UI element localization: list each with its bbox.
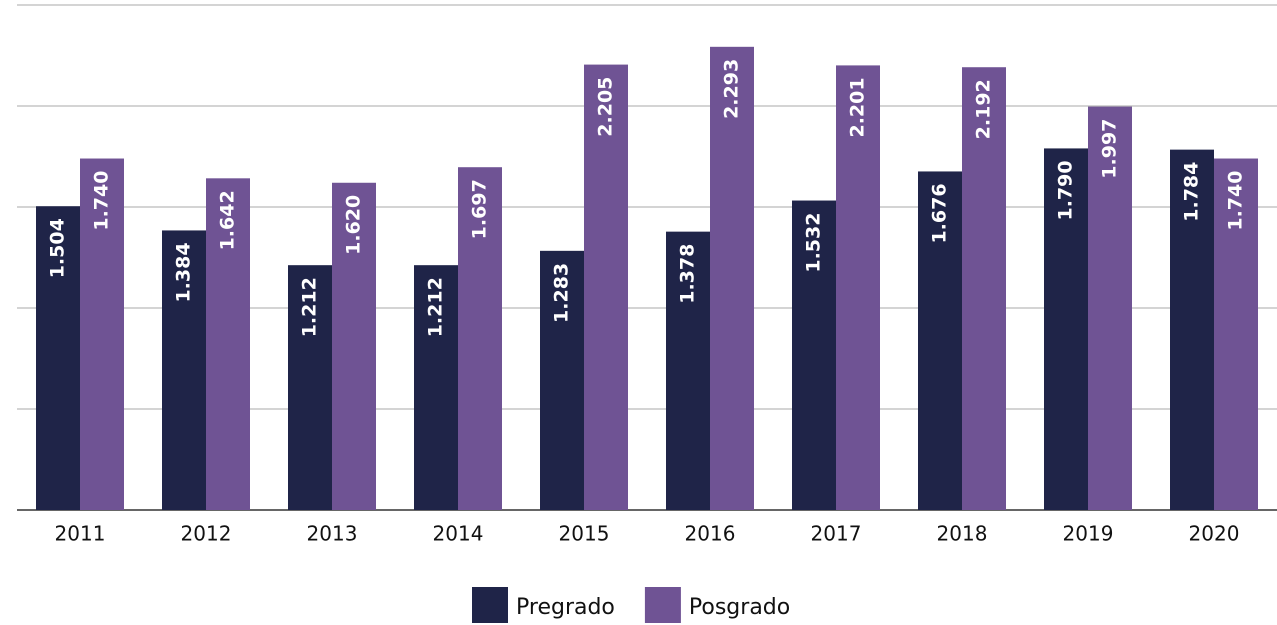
value-label: 2.205 bbox=[595, 77, 617, 137]
value-label: 1.620 bbox=[343, 195, 365, 255]
value-label: 1.676 bbox=[929, 183, 951, 243]
bar bbox=[414, 265, 458, 510]
value-label: 2.293 bbox=[721, 59, 743, 119]
bar bbox=[332, 182, 376, 510]
value-label: 1.504 bbox=[47, 218, 69, 278]
value-label: 1.532 bbox=[803, 213, 825, 273]
x-tick-label: 2015 bbox=[559, 522, 610, 546]
bar bbox=[80, 158, 124, 510]
value-label: 1.283 bbox=[551, 263, 573, 323]
legend-swatch bbox=[472, 587, 508, 623]
x-tick-label: 2016 bbox=[685, 522, 736, 546]
bar bbox=[458, 167, 502, 510]
legend-swatch bbox=[644, 587, 681, 623]
bar bbox=[1044, 148, 1088, 511]
bar bbox=[540, 250, 584, 511]
bar bbox=[1088, 106, 1132, 510]
value-label: 2.192 bbox=[973, 79, 995, 139]
x-tick-label: 2019 bbox=[1063, 522, 1114, 546]
bar bbox=[584, 64, 628, 510]
value-label: 1.212 bbox=[299, 277, 321, 337]
value-label: 1.642 bbox=[217, 190, 239, 250]
bar bbox=[36, 206, 80, 510]
value-label: 1.790 bbox=[1055, 160, 1077, 220]
x-tick-label: 2011 bbox=[55, 522, 106, 546]
x-tick-label: 2012 bbox=[181, 522, 232, 546]
x-tick-label: 2013 bbox=[307, 522, 358, 546]
legend-label: Pregrado bbox=[516, 595, 615, 620]
value-label: 1.212 bbox=[425, 277, 447, 337]
value-label: 1.740 bbox=[1225, 171, 1247, 231]
value-label: 2.201 bbox=[847, 77, 869, 137]
bar bbox=[206, 178, 250, 511]
bar bbox=[666, 231, 710, 511]
bar bbox=[1170, 149, 1214, 510]
bar bbox=[836, 65, 880, 510]
bar bbox=[162, 230, 206, 510]
bar bbox=[962, 67, 1006, 510]
value-label: 1.384 bbox=[173, 242, 195, 302]
value-label: 1.740 bbox=[91, 171, 113, 231]
bar bbox=[792, 200, 836, 510]
value-label: 1.378 bbox=[677, 244, 699, 304]
value-label: 1.697 bbox=[469, 179, 491, 239]
x-tick-label: 2017 bbox=[811, 522, 862, 546]
value-label: 1.997 bbox=[1099, 119, 1121, 179]
bar bbox=[918, 171, 962, 510]
x-tick-label: 2020 bbox=[1189, 522, 1240, 546]
x-tick-label: 2014 bbox=[433, 522, 484, 546]
bar bbox=[710, 46, 754, 511]
x-tick-label: 2018 bbox=[937, 522, 988, 546]
bar bbox=[1214, 158, 1258, 510]
bar bbox=[288, 265, 332, 510]
value-label: 1.784 bbox=[1181, 162, 1203, 222]
legend-label: Posgrado bbox=[689, 595, 790, 620]
